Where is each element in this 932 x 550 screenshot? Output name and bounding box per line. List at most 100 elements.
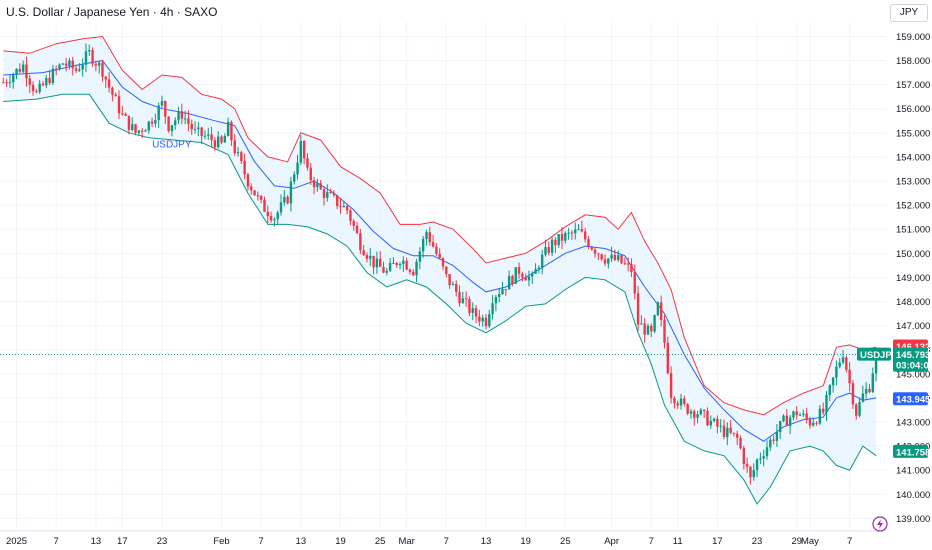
y-tick-label: 153.000	[896, 177, 930, 188]
candle-body	[752, 470, 755, 478]
candle-body	[81, 64, 84, 70]
candle-body	[693, 411, 696, 418]
candle-body	[861, 393, 865, 402]
candle-body	[157, 105, 160, 121]
candle-body	[696, 414, 699, 418]
candle-body	[613, 254, 617, 260]
candle-body	[600, 254, 603, 260]
x-tick-label: Feb	[213, 536, 229, 547]
candle-body	[38, 83, 41, 93]
candle-body	[676, 403, 679, 406]
bollinger-lower-line	[3, 93, 877, 505]
candle-body	[8, 82, 12, 84]
candle-body	[190, 123, 193, 130]
candle-body	[762, 456, 765, 459]
x-tick-label: 7	[847, 536, 852, 547]
candle-body	[663, 319, 666, 343]
price-badge-1-bg	[893, 392, 928, 406]
candle-body	[838, 362, 841, 367]
y-tick-label: 139.000	[896, 514, 930, 525]
candle-body	[28, 78, 31, 85]
candle-body	[630, 263, 633, 273]
candle-body	[554, 239, 557, 246]
y-tick-label: 141.000	[896, 466, 930, 477]
x-tick-label: 29	[791, 536, 802, 547]
candle-body	[732, 432, 736, 434]
last-price-badge-bg	[893, 347, 928, 372]
candle-body	[246, 174, 250, 187]
candle-body	[220, 136, 223, 143]
price-badge-1: 143.945	[896, 395, 931, 406]
candle-body	[144, 130, 147, 132]
y-tick-label: 149.000	[896, 273, 930, 284]
candle-body	[564, 232, 567, 241]
candle-body	[481, 317, 484, 322]
candle-body	[117, 96, 121, 114]
candle-body	[590, 247, 593, 250]
candle-body	[382, 266, 385, 273]
x-tick-label: 11	[673, 536, 683, 547]
candle-body	[352, 220, 355, 226]
candle-body	[835, 366, 838, 378]
candle-body	[269, 216, 273, 221]
candle-body	[58, 64, 61, 69]
candle-body	[84, 51, 88, 65]
candle-body	[35, 91, 38, 93]
candle-body	[74, 68, 78, 71]
candle-body	[580, 229, 584, 232]
candle-body	[729, 427, 732, 433]
candle-body	[550, 239, 554, 253]
candle-body	[478, 316, 481, 322]
candle-body	[769, 439, 772, 448]
candle-body	[223, 136, 227, 143]
bollinger-basis-line	[3, 60, 877, 442]
price-badge-2: 141.758	[896, 447, 930, 458]
candle-body	[21, 64, 25, 72]
candle-body	[164, 101, 167, 117]
candle-body	[362, 250, 365, 256]
candle-body	[468, 298, 471, 313]
candle-body	[309, 167, 312, 181]
candle-body	[193, 129, 197, 131]
candle-body	[319, 183, 322, 190]
candle-body	[187, 118, 190, 124]
candle-body	[97, 62, 101, 66]
candle-body	[841, 357, 845, 363]
candle-body	[706, 410, 709, 426]
candles-group	[2, 43, 878, 485]
bollinger-upper-line	[3, 35, 877, 416]
candle-body	[64, 63, 68, 66]
candle-body	[617, 255, 620, 260]
candle-body	[200, 127, 203, 137]
candle-body	[256, 195, 260, 197]
candle-body	[355, 225, 359, 234]
candle-body	[55, 68, 58, 70]
candle-body	[491, 303, 494, 315]
candle-body	[48, 78, 51, 83]
lightning-icon[interactable]	[872, 516, 888, 532]
candle-body	[772, 439, 775, 441]
candle-body	[415, 261, 418, 276]
candle-body	[521, 273, 524, 278]
candle-body	[445, 266, 448, 275]
candle-body	[412, 271, 415, 276]
candle-body	[716, 418, 719, 427]
candle-body	[755, 459, 759, 471]
candle-body	[240, 152, 243, 161]
x-tick-label: 17	[712, 536, 723, 547]
candle-body	[531, 273, 534, 277]
lightning-icon-bolt	[877, 519, 883, 529]
candle-body	[448, 274, 451, 286]
candle-body	[259, 195, 263, 200]
candle-body	[802, 413, 805, 415]
currency-selector[interactable]: JPY	[890, 4, 928, 22]
x-tick-label: 7	[54, 536, 59, 547]
candle-body	[574, 229, 577, 234]
x-tick-label: 23	[752, 536, 763, 547]
candle-body	[742, 448, 746, 465]
candle-body	[293, 174, 296, 182]
candle-body	[25, 64, 28, 79]
candle-body	[845, 357, 848, 370]
candle-body	[425, 232, 428, 239]
